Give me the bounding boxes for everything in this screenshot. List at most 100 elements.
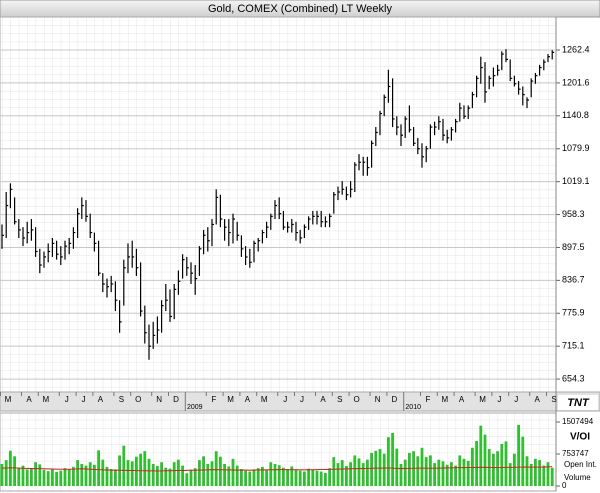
volume-bar [177, 459, 180, 486]
volume-bar [286, 469, 289, 486]
volume-bar [214, 451, 218, 486]
volume-bar [500, 443, 504, 486]
x-tick-label: N [156, 395, 162, 404]
volume-bar [139, 453, 142, 486]
volume-bar [46, 471, 50, 486]
volume-bar [135, 456, 138, 486]
volume-bar [332, 457, 336, 486]
volume-bar [340, 460, 344, 486]
x-tick-label: J [514, 395, 518, 404]
volume-bar [483, 434, 487, 486]
volume-bar [202, 456, 205, 486]
volume-bar [84, 465, 88, 486]
volume-bar [147, 458, 151, 486]
volume-bar [105, 466, 109, 486]
volume-bar [395, 448, 399, 486]
volume-bar [164, 467, 168, 486]
volume-bar [324, 472, 327, 486]
x-tick-label: F [211, 395, 216, 404]
volume-bar [433, 463, 436, 486]
volume-bar [34, 462, 37, 486]
y-tick-label: 1140.8 [562, 110, 589, 120]
volume-bar [206, 463, 210, 486]
volume-bar [126, 460, 130, 486]
volume-bar [168, 468, 172, 486]
x-tick-label: J [82, 395, 86, 404]
y-tick-label: 836.7 [562, 275, 585, 285]
y-tick-label: 958.3 [562, 209, 585, 219]
volume-bar [252, 469, 256, 486]
open-interest-line [1, 466, 553, 472]
volume-bar [525, 456, 529, 486]
date-strip [0, 391, 600, 412]
volume-bar [172, 462, 176, 486]
volume-bar [248, 471, 252, 486]
volume-bar [219, 456, 222, 486]
x-tick-label: S [551, 395, 556, 404]
volume-bar [475, 440, 478, 486]
x-tick-label: O [135, 395, 141, 404]
volume-bar [185, 473, 189, 486]
logo-box [558, 395, 598, 410]
volume-bar [303, 471, 306, 486]
volume-bar [391, 432, 394, 486]
x-tick-label: M [479, 395, 486, 404]
y-tick-label: 897.5 [562, 242, 585, 252]
y-tick-label: 753747 [562, 449, 589, 458]
volume-bar [38, 464, 42, 486]
y-tick-label: 1019.1 [562, 176, 590, 186]
volume-bar [349, 462, 352, 486]
volume-bar [437, 459, 441, 486]
volume-bar [450, 462, 453, 486]
volume-bar [101, 459, 105, 486]
volume-bar [72, 466, 75, 486]
x-tick-label: S [337, 395, 342, 404]
volume-panel-title: V/OI [570, 432, 590, 443]
volume-bar [76, 460, 79, 486]
volume-bar [366, 459, 369, 486]
volume-bar [160, 462, 163, 486]
volume-bar [353, 455, 357, 486]
volume-bar [277, 465, 281, 486]
logo: TNT [567, 397, 590, 409]
x-tick-label: A [26, 395, 32, 404]
legend-label: Open Int. [564, 460, 597, 469]
x-tick-label: N [375, 395, 381, 404]
volume-bar [59, 470, 63, 486]
volume-bar [273, 463, 277, 486]
volume-bar [311, 469, 315, 486]
x-tick-label: A [245, 395, 251, 404]
volume-bar [387, 437, 390, 486]
x-tick-label: M [441, 395, 448, 404]
volume-bar [496, 451, 499, 486]
x-tick-label: J [283, 395, 287, 404]
x-tick-label: D [173, 395, 179, 404]
volume-bar [80, 463, 84, 486]
y-tick-label: 1079.9 [562, 143, 590, 153]
volume-bar [513, 453, 516, 486]
volume-bar [0, 463, 4, 486]
x-tick-label: M [5, 395, 12, 404]
volume-bar [466, 460, 470, 486]
x-tick-label: M [42, 395, 49, 404]
volume-bar [198, 460, 201, 486]
year-label: 2010 [405, 404, 421, 411]
chart-title: Gold, COMEX (Combined) LT Weekly [208, 3, 393, 15]
volume-bar [261, 466, 264, 486]
volume-bar [4, 460, 8, 486]
volume-bar [445, 464, 449, 486]
volume-bar [227, 466, 231, 486]
x-tick-label: A [459, 395, 465, 404]
volume-bar [382, 453, 386, 486]
volume-bar [546, 462, 550, 486]
x-tick-label: F [426, 395, 431, 404]
price-panel [0, 16, 557, 393]
legend-label: Volume [564, 473, 591, 482]
volume-bar [336, 463, 340, 486]
x-tick-label: A [320, 395, 326, 404]
volume-bar [290, 466, 294, 486]
volume-bar [361, 463, 365, 486]
volume-bar [42, 469, 46, 486]
volume-bar [399, 463, 403, 486]
volume-bar [93, 464, 96, 486]
